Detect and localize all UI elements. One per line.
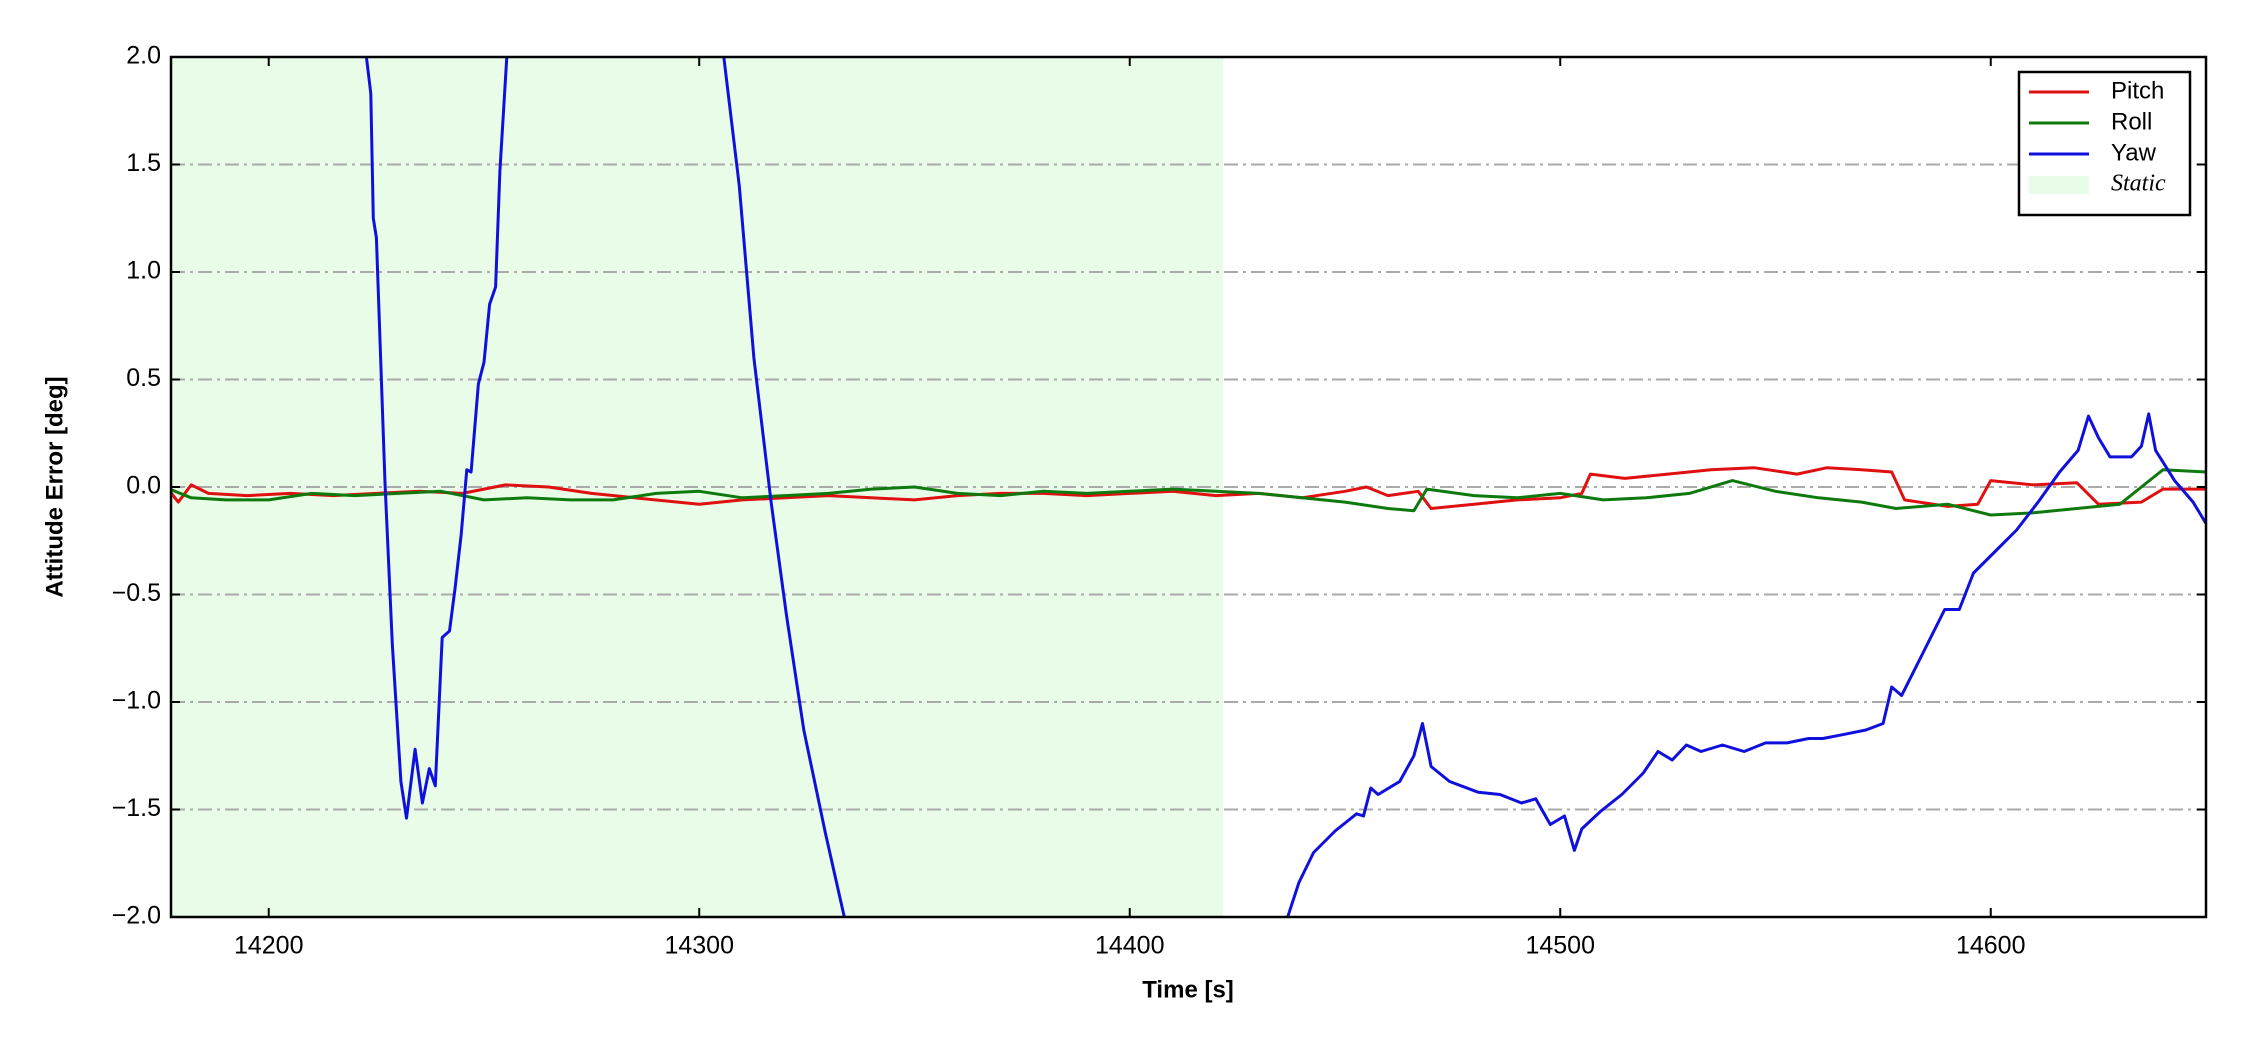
series-line — [364, 57, 2206, 917]
series-line — [171, 468, 2206, 517]
y-tick-label: 1.0 — [126, 257, 161, 285]
y-tick-label: −1.0 — [112, 687, 161, 715]
x-axis-label: Time [s] — [1142, 976, 1234, 1003]
y-tick-label: −0.5 — [112, 579, 161, 607]
legend-label: Roll — [2111, 108, 2152, 135]
x-tick-label: 14500 — [1525, 932, 1595, 960]
legend-label: Pitch — [2111, 77, 2164, 104]
y-tick-label: 0.0 — [126, 472, 161, 500]
x-tick-label: 14400 — [1095, 932, 1165, 960]
y-axis-label: Attitude Error [deg] — [41, 376, 68, 597]
y-tick-label: 1.5 — [126, 149, 161, 177]
y-tick-label: −1.5 — [112, 794, 161, 822]
x-tick-label: 14600 — [1956, 932, 2026, 960]
legend-swatch — [2029, 176, 2089, 194]
y-tick-label: 2.0 — [126, 42, 161, 70]
legend-label: Static — [2111, 171, 2166, 197]
legend-label: Yaw — [2111, 139, 2157, 166]
x-tick-label: 14300 — [664, 932, 734, 960]
y-tick-label: −2.0 — [112, 902, 161, 930]
x-tick-label: 14200 — [234, 932, 304, 960]
y-tick-label: 0.5 — [126, 364, 161, 392]
